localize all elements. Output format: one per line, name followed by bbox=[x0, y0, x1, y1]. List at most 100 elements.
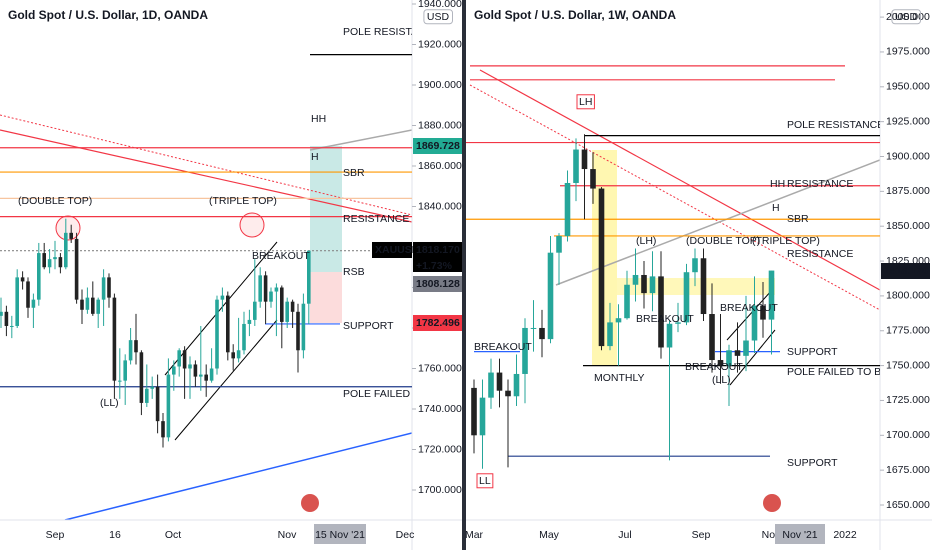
annotation: POLE FAILED TO BREAKO bbox=[787, 366, 918, 378]
annotation: BREAKOUT bbox=[720, 302, 778, 314]
annotation: BREAKOUT bbox=[636, 313, 694, 325]
candle-body bbox=[123, 360, 127, 381]
channel-line bbox=[729, 329, 776, 386]
candle-body bbox=[80, 299, 84, 310]
price-badge: XAUUSD bbox=[375, 244, 420, 256]
price-label: 1850.000 bbox=[886, 220, 930, 232]
time-label: 16 bbox=[109, 529, 121, 541]
candle-body bbox=[768, 270, 775, 320]
price-label: 1975.000 bbox=[886, 46, 930, 58]
candle-body bbox=[290, 301, 295, 312]
time-label: May bbox=[539, 529, 560, 541]
candle-body bbox=[296, 311, 300, 351]
date-badge-bg bbox=[314, 524, 366, 544]
currency-box bbox=[423, 9, 454, 25]
candle-body bbox=[128, 340, 133, 361]
candle-body bbox=[471, 387, 477, 436]
time-label: Mar bbox=[465, 529, 484, 541]
candle-body bbox=[247, 319, 252, 324]
event-icon bbox=[301, 494, 319, 512]
price-badge: +1.73% bbox=[416, 260, 453, 272]
annotation-box bbox=[476, 473, 494, 489]
candle-body bbox=[112, 297, 117, 381]
candle-body bbox=[74, 238, 79, 300]
time-label: Oct bbox=[165, 529, 181, 541]
candle-body bbox=[69, 232, 73, 239]
annotation: POLE RESISTANCE bbox=[787, 119, 884, 131]
price-label: 1900.000 bbox=[418, 79, 462, 91]
candle-body bbox=[269, 291, 273, 302]
trend-line bbox=[64, 432, 412, 520]
candle-body bbox=[193, 364, 198, 377]
trend-line bbox=[0, 129, 412, 223]
price-badge-bg bbox=[413, 315, 462, 331]
candle-body bbox=[118, 380, 122, 382]
price-label: 1700.000 bbox=[886, 429, 930, 441]
candle-body bbox=[177, 350, 181, 367]
price-badge: 1818.170 bbox=[416, 244, 460, 256]
candle-body bbox=[37, 253, 41, 300]
trend-line bbox=[479, 69, 880, 291]
candle-body bbox=[263, 275, 268, 302]
date-badge-bg bbox=[775, 524, 825, 544]
chart-title: Gold Spot / U.S. Dollar, 1D, OANDA bbox=[8, 8, 208, 22]
price-badge-bg bbox=[372, 242, 412, 258]
channel-line bbox=[174, 319, 278, 441]
chart-title: Gold Spot / U.S. Dollar, 1W, OANDA bbox=[474, 8, 676, 22]
candle-body bbox=[161, 421, 165, 438]
candle-body bbox=[285, 301, 289, 322]
candle-body bbox=[564, 182, 571, 236]
candle-body bbox=[590, 169, 596, 189]
annotation: POLE FAILED TO B bbox=[343, 388, 437, 400]
profit-zone bbox=[310, 146, 342, 272]
price-label: 1860.000 bbox=[418, 160, 462, 172]
price-label: 1725.000 bbox=[886, 394, 930, 406]
chart-area: POLE RESISTANCE SBR (DOUBLE TOP) (TRIPLE TO… bbox=[0, 26, 440, 448]
candle-body bbox=[573, 149, 579, 183]
loss-zone bbox=[310, 272, 342, 323]
annotation: (LH) bbox=[636, 235, 656, 247]
candle-body bbox=[522, 327, 528, 374]
candle-body bbox=[64, 232, 68, 268]
time-label: Sep bbox=[46, 529, 65, 541]
candle-body bbox=[615, 318, 622, 323]
candle-body bbox=[204, 374, 208, 381]
candle-body bbox=[215, 299, 219, 369]
candle-body bbox=[658, 276, 664, 348]
candle-body bbox=[10, 325, 14, 327]
annotation: POLE RESISTANCE bbox=[343, 26, 440, 38]
candle-body bbox=[751, 305, 758, 341]
candle-body bbox=[675, 322, 681, 324]
candle-body bbox=[231, 352, 235, 359]
candle-body bbox=[91, 297, 95, 314]
price-badge-bg bbox=[881, 263, 930, 279]
price-label: 1740.000 bbox=[418, 403, 462, 415]
price-label: 1875.000 bbox=[886, 185, 930, 197]
candle-body bbox=[101, 277, 106, 300]
candle-body bbox=[641, 274, 647, 294]
candle-body bbox=[717, 360, 724, 366]
candle-body bbox=[155, 386, 160, 422]
candle-body bbox=[53, 257, 57, 260]
price-badge-bg bbox=[413, 242, 462, 272]
candle-body bbox=[513, 373, 520, 397]
top-circle bbox=[239, 212, 265, 238]
annotation: H bbox=[772, 202, 780, 214]
candle-body bbox=[145, 388, 149, 403]
annotation: SUPPORT bbox=[343, 320, 394, 332]
annotation: RSB bbox=[343, 266, 365, 278]
time-label: Jul bbox=[618, 529, 631, 541]
annotation: RESISTANCE bbox=[343, 213, 409, 225]
price-badge-bg bbox=[413, 138, 462, 154]
candle-body bbox=[150, 386, 154, 389]
candle-body bbox=[624, 284, 630, 319]
price-label: 1900.000 bbox=[886, 150, 930, 162]
time-label: Dec bbox=[396, 529, 415, 541]
annotation: (LL) bbox=[100, 397, 119, 409]
annotation: BREAKOUT bbox=[474, 341, 532, 353]
candle-body bbox=[172, 366, 176, 375]
highlight bbox=[617, 278, 775, 295]
candle-body bbox=[301, 303, 306, 351]
